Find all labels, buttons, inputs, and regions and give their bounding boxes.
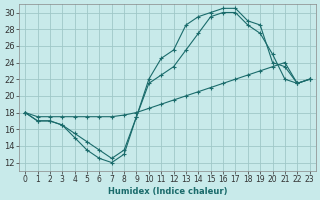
X-axis label: Humidex (Indice chaleur): Humidex (Indice chaleur) [108, 187, 227, 196]
